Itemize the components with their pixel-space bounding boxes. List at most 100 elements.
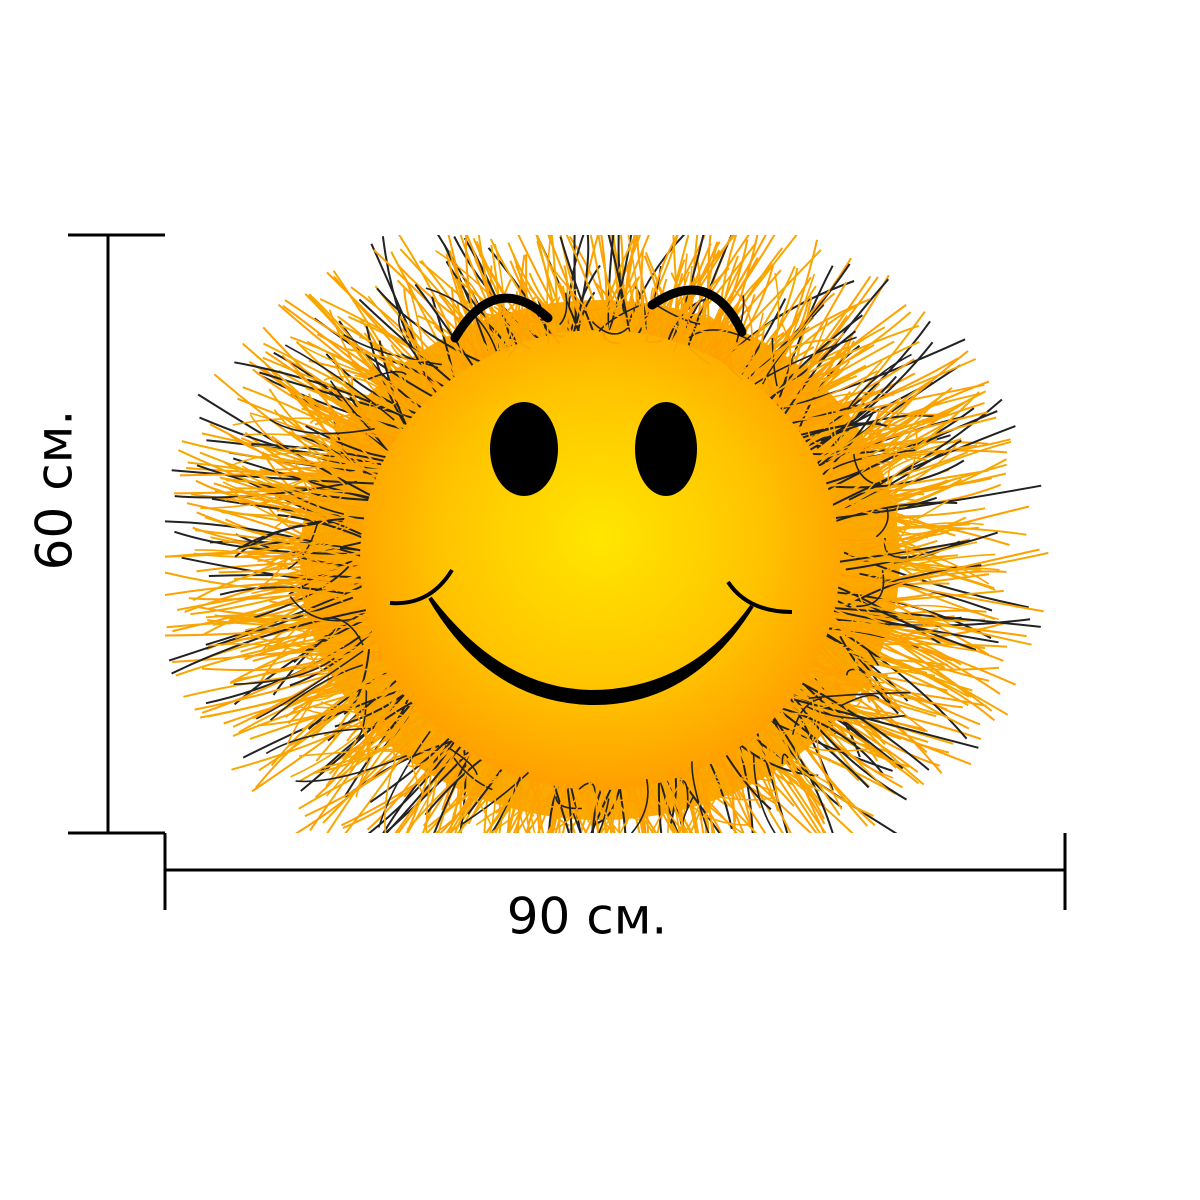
fur-strand bbox=[590, 778, 617, 833]
fur-strand bbox=[630, 778, 649, 833]
fur-strand bbox=[174, 530, 348, 555]
fur-strand bbox=[851, 619, 866, 664]
fur-strand bbox=[475, 793, 527, 826]
fur-strand bbox=[461, 771, 530, 825]
fur-strand bbox=[821, 437, 938, 495]
fur-strand bbox=[866, 526, 980, 541]
left-eyebrow bbox=[450, 293, 553, 343]
fur-front bbox=[194, 235, 1000, 833]
fur-strand bbox=[489, 773, 554, 833]
fur-strand bbox=[238, 552, 329, 570]
fur-strand bbox=[797, 392, 894, 410]
fur-strand bbox=[817, 629, 953, 662]
fur-strand bbox=[619, 796, 651, 833]
fur-strand bbox=[434, 759, 503, 833]
fur-strand bbox=[832, 613, 1027, 638]
fur-strand bbox=[289, 596, 352, 622]
fur-strand bbox=[324, 707, 370, 721]
fur-strand bbox=[322, 617, 364, 646]
fur-strand bbox=[810, 705, 822, 744]
fur-strand bbox=[769, 720, 893, 772]
fur-strand bbox=[192, 551, 370, 602]
fur-strand bbox=[855, 657, 928, 733]
fur-strand bbox=[269, 600, 377, 619]
fur-strand bbox=[357, 682, 386, 715]
fur-strand bbox=[679, 328, 707, 347]
fur-strand bbox=[801, 408, 852, 421]
fur-strand bbox=[295, 708, 437, 833]
fur-strand bbox=[328, 309, 387, 402]
fur-strand bbox=[450, 768, 486, 833]
fur-strand bbox=[545, 791, 584, 833]
fur-strand bbox=[791, 697, 823, 735]
fur-strand bbox=[404, 276, 429, 392]
fur-strand bbox=[881, 444, 957, 501]
fur-strand bbox=[323, 375, 390, 397]
fur-strand bbox=[629, 778, 641, 833]
fur-strand bbox=[319, 660, 352, 670]
fur-strand bbox=[829, 497, 919, 516]
fur-strand bbox=[350, 704, 369, 754]
fur-strand bbox=[818, 469, 989, 500]
fur-strand bbox=[847, 461, 894, 471]
fur-strand bbox=[796, 709, 817, 760]
fur-strand bbox=[390, 251, 460, 381]
fur-strand bbox=[269, 664, 363, 721]
fur-strand bbox=[575, 277, 638, 326]
fur-strand bbox=[587, 776, 594, 833]
fur-strand bbox=[276, 501, 308, 513]
fur-strand bbox=[683, 802, 701, 833]
fur-strand bbox=[270, 667, 391, 767]
fur-strand bbox=[831, 397, 840, 448]
fur-strand bbox=[272, 572, 355, 586]
fur-strand bbox=[864, 441, 883, 484]
fur-strand bbox=[333, 478, 346, 503]
fur-strand bbox=[405, 714, 417, 738]
fur-strand bbox=[829, 594, 1032, 646]
fur-strand bbox=[284, 344, 395, 421]
fur-strand bbox=[845, 394, 866, 421]
fur-strand bbox=[857, 541, 978, 591]
fur-strand bbox=[858, 623, 976, 652]
fur-strand bbox=[403, 362, 408, 388]
fur-strand bbox=[349, 720, 418, 753]
fur-strand bbox=[887, 418, 925, 485]
fur-strand bbox=[467, 775, 500, 801]
right-eye bbox=[635, 402, 697, 496]
fur-strand bbox=[875, 507, 889, 538]
fur-strand bbox=[546, 332, 564, 338]
fur-strand bbox=[830, 425, 1016, 507]
fur-strand bbox=[845, 622, 1005, 641]
fur-strand bbox=[882, 522, 984, 538]
fur-strand bbox=[286, 358, 382, 430]
fur-strand bbox=[384, 743, 402, 833]
fur-strand bbox=[568, 235, 590, 346]
fur-strand bbox=[517, 235, 574, 342]
fur-strand bbox=[296, 542, 319, 585]
fur-strand bbox=[199, 451, 376, 519]
fur-strand bbox=[242, 631, 345, 652]
fur-strand bbox=[630, 774, 686, 833]
fur-strand bbox=[741, 775, 773, 782]
fur-strand bbox=[343, 334, 442, 366]
fur-strand bbox=[528, 779, 536, 833]
fur-strand bbox=[813, 484, 1042, 522]
fur-strand bbox=[856, 569, 885, 608]
fur-strand bbox=[421, 729, 443, 833]
fur-strand bbox=[367, 295, 443, 361]
fur-strand bbox=[720, 328, 731, 352]
fur-strand bbox=[369, 401, 386, 409]
fur-strand bbox=[286, 475, 337, 487]
height-label: 60 см. bbox=[26, 410, 84, 571]
fur-strand bbox=[313, 706, 366, 717]
fur-strand bbox=[826, 647, 970, 698]
fur-strand bbox=[507, 322, 528, 358]
fur-strand bbox=[380, 718, 396, 760]
fur-strand bbox=[258, 605, 352, 684]
fur-strand bbox=[784, 746, 831, 785]
fur-strand bbox=[294, 551, 308, 586]
fur-strand bbox=[165, 520, 365, 558]
fur-strand bbox=[688, 254, 702, 358]
fur-strand bbox=[260, 540, 343, 571]
fur-strand bbox=[378, 730, 431, 828]
